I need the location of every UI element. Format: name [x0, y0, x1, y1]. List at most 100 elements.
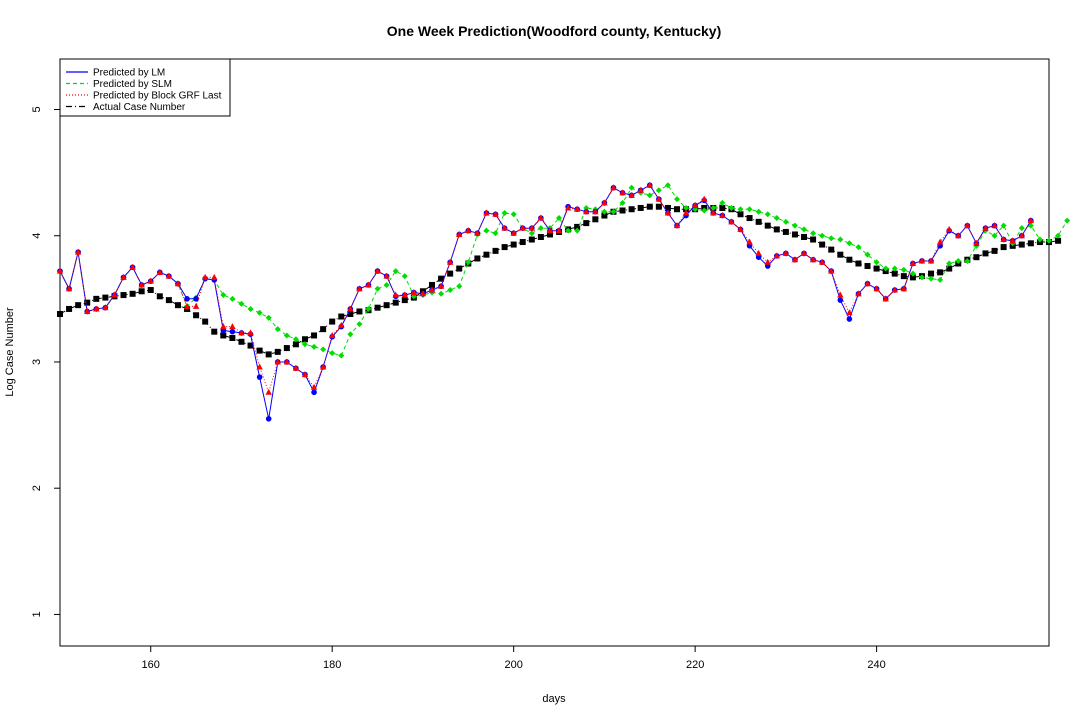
x-tick-label: 220 — [686, 659, 704, 671]
data-point — [628, 191, 635, 198]
data-point — [319, 363, 327, 370]
data-point — [501, 210, 508, 217]
data-point — [356, 321, 363, 328]
data-point — [791, 256, 799, 263]
data-point — [828, 235, 835, 242]
data-point — [619, 189, 626, 196]
data-point — [374, 304, 381, 311]
data-point — [310, 383, 318, 390]
data-point — [528, 230, 535, 237]
data-point — [356, 285, 363, 292]
data-point — [782, 249, 790, 256]
data-point — [192, 302, 200, 309]
data-point — [301, 341, 308, 348]
data-point — [710, 209, 717, 216]
data-point — [374, 267, 381, 274]
data-point — [229, 295, 236, 302]
data-point — [637, 204, 644, 211]
data-point — [365, 305, 372, 312]
data-point — [746, 206, 753, 213]
data-point — [174, 280, 182, 287]
data-point — [129, 290, 136, 297]
data-point — [329, 318, 336, 325]
data-point — [701, 195, 708, 202]
data-point — [183, 302, 191, 309]
data-point — [84, 307, 91, 314]
data-point — [220, 292, 227, 299]
plot-frame — [59, 58, 1050, 647]
data-point — [1055, 232, 1062, 239]
data-point — [184, 296, 190, 302]
y-tick-label: 2 — [31, 485, 43, 491]
data-point — [955, 257, 962, 264]
data-point — [447, 270, 454, 277]
data-point — [528, 224, 536, 231]
data-point — [1027, 217, 1035, 224]
data-point — [855, 260, 862, 267]
data-point — [265, 415, 272, 422]
data-point — [247, 342, 254, 349]
data-point — [283, 358, 291, 365]
data-point — [93, 305, 100, 312]
data-point — [456, 230, 463, 237]
data-point — [456, 265, 463, 272]
data-point — [401, 291, 408, 298]
data-point — [655, 203, 662, 210]
data-point — [438, 290, 445, 297]
data-point — [673, 222, 681, 229]
data-point — [909, 270, 916, 277]
data-point — [229, 334, 236, 341]
data-point — [311, 389, 317, 396]
y-tick-label: 5 — [31, 106, 43, 112]
data-point — [247, 305, 254, 312]
data-point — [211, 328, 218, 335]
data-point — [301, 371, 309, 378]
data-point — [782, 228, 789, 235]
data-point — [1000, 236, 1007, 243]
data-point — [356, 308, 363, 315]
data-point — [465, 227, 472, 234]
data-point — [429, 281, 436, 288]
legend-label: Predicted by SLM — [93, 79, 172, 90]
data-point — [56, 267, 64, 274]
data-point — [846, 309, 853, 316]
data-point — [864, 263, 871, 270]
data-point — [818, 258, 826, 265]
data-point — [610, 184, 617, 191]
data-point — [873, 285, 880, 292]
data-point — [374, 285, 381, 292]
data-point — [165, 297, 172, 304]
data-point — [238, 300, 245, 307]
data-point — [138, 281, 145, 288]
data-point — [66, 305, 73, 312]
data-point — [601, 199, 608, 206]
data-point — [592, 216, 599, 223]
data-point — [737, 211, 744, 218]
data-point — [329, 331, 336, 338]
data-point — [964, 257, 971, 264]
data-point — [492, 247, 499, 254]
data-point — [828, 246, 835, 253]
data-point — [256, 374, 263, 380]
data-point — [193, 296, 199, 302]
data-point — [864, 251, 871, 258]
data-point — [57, 310, 63, 317]
data-point — [873, 259, 880, 266]
data-point — [719, 212, 726, 219]
series-line — [59, 184, 1032, 394]
data-point — [628, 206, 635, 213]
data-point — [764, 211, 771, 218]
data-point — [764, 222, 771, 229]
data-point — [556, 215, 563, 222]
data-point — [683, 204, 690, 211]
data-point — [601, 208, 608, 215]
data-point — [619, 207, 626, 214]
data-point — [1018, 232, 1025, 239]
data-point — [909, 274, 916, 281]
data-point — [446, 258, 454, 265]
data-point — [546, 231, 553, 238]
series-predicted-by-block-grf-last — [56, 181, 1035, 395]
data-point — [646, 203, 653, 210]
data-point — [764, 258, 771, 265]
